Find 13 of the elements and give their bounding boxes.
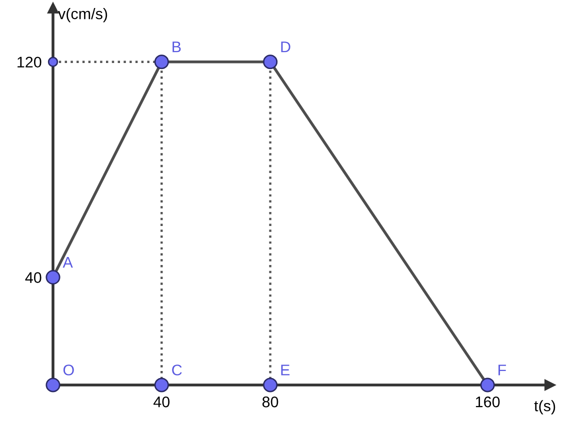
x-tick-label: 160 [476,396,500,408]
y-axis-title: v(cm/s) [58,8,108,22]
annotation: A [62,257,73,268]
annotation: C [172,364,182,376]
annotation: D [281,42,290,52]
annotation: B [172,42,181,52]
x-axis-title: t(s) [534,400,556,414]
x-tick-label: 40 [153,396,170,408]
x-tick-label: 80 [262,396,278,408]
annotation: F [498,364,506,376]
annotation: O [63,364,74,376]
annotation: E [281,364,290,376]
y-tick-label: 120 [18,56,42,68]
